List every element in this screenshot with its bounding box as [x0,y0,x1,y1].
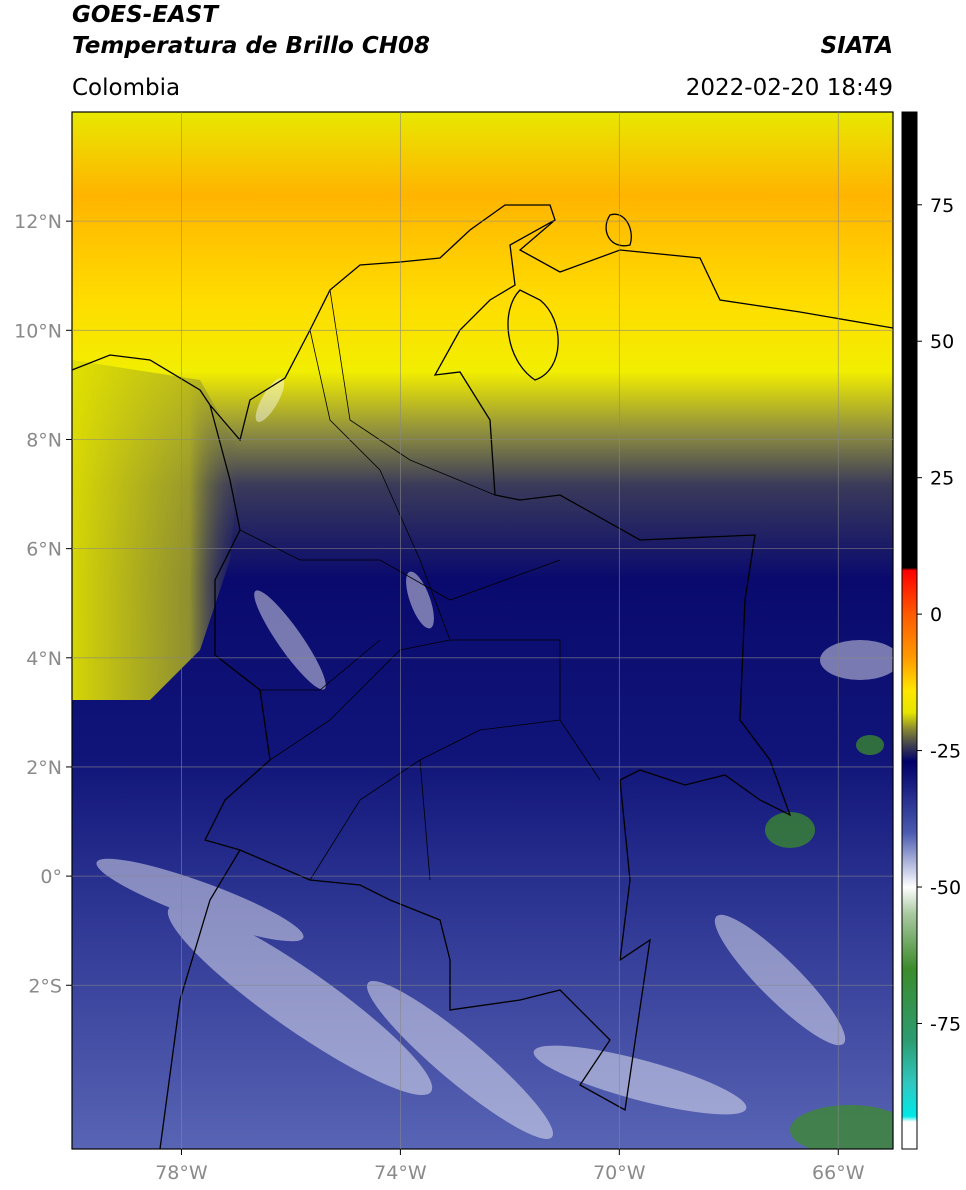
x-tick-label: 74°W [374,1162,427,1184]
colorbar-tick-label: -25 [930,741,961,763]
y-tick-label: 10°N [14,320,62,342]
map-frame [71,111,894,1150]
y-tick-label: 4°N [26,648,62,670]
y-tick-label: 2°S [28,975,62,997]
colorbar-tick-label: -50 [930,877,961,899]
y-tick-label: 8°N [26,429,62,451]
datetime: 2022-02-20 18:49 [686,75,893,101]
colorbar-tick-label: 25 [930,468,954,490]
colorbar-tick-label: 50 [930,331,954,353]
x-tick-label: 78°W [155,1162,208,1184]
y-tick-label: 0° [40,866,62,888]
colorbar [901,111,918,1150]
satellite-image [72,112,893,1149]
x-tick-label: 70°W [593,1162,646,1184]
y-tick-label: 12°N [14,211,62,233]
source: SIATA [821,33,893,59]
title: GOES-EAST [72,2,220,28]
y-tick-label: 2°N [26,757,62,779]
subtitle: Temperatura de Brillo CH08 [72,33,430,59]
y-tick-label: 6°N [26,539,62,561]
x-tick-label: 66°W [812,1162,865,1184]
region: Colombia [72,75,180,101]
colorbar-tick-label: 0 [930,604,942,626]
colorbar-tick-label: 75 [930,195,954,217]
colorbar-tick-label: -75 [930,1013,961,1035]
